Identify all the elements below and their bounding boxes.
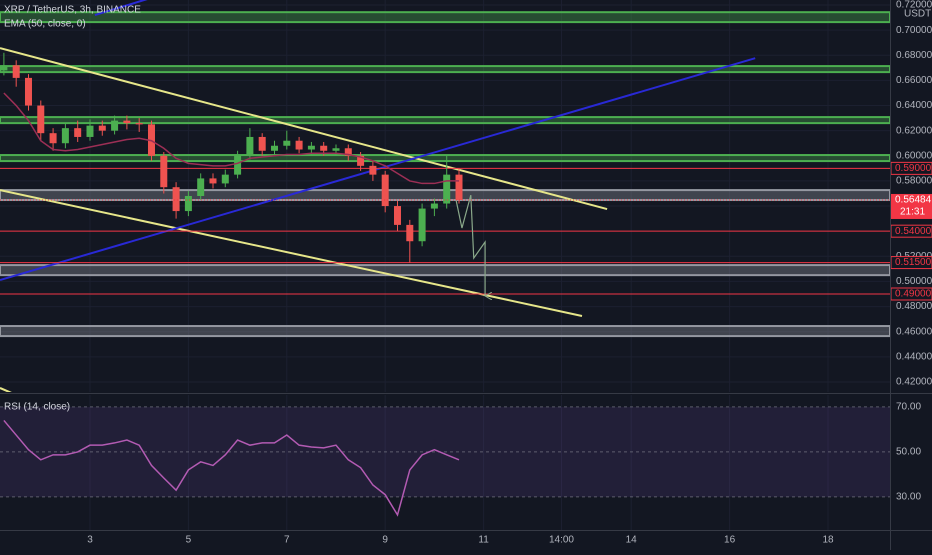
legend-entry: EMA (50, close, 0) — [4, 19, 86, 30]
y-tick-label: 0.62000 — [896, 125, 932, 136]
rsi-pane — [0, 395, 890, 530]
level-label: 0.51500 — [895, 257, 932, 268]
candle-body — [406, 224, 414, 242]
candle-body — [430, 203, 438, 209]
candle-body — [135, 123, 143, 125]
last-price-label: 0.56484 — [895, 195, 932, 206]
candle-body — [320, 145, 328, 151]
x-tick-label: 9 — [382, 535, 388, 546]
candle-body — [123, 120, 131, 124]
x-tick-label: 5 — [186, 535, 192, 546]
candle-body — [381, 174, 389, 207]
x-tick-label: 7 — [284, 535, 290, 546]
candle-body — [369, 165, 377, 175]
zone — [0, 116, 890, 125]
trendline — [0, 47, 608, 211]
y-tick-label: 0.68000 — [896, 50, 932, 61]
projection-path — [455, 194, 485, 296]
y-tick-label: 0.72000 — [896, 0, 932, 11]
y-tick-label: 0.42000 — [896, 377, 932, 388]
y-tick-label: 0.46000 — [896, 326, 932, 337]
rsi-title: RSI (14, close) — [4, 402, 70, 413]
candle-body — [184, 196, 192, 212]
candle-body — [418, 208, 426, 242]
x-tick-label: 11 — [478, 535, 489, 546]
y-tick-label: 0.70000 — [896, 25, 932, 36]
y-tick-label: 0.66000 — [896, 75, 932, 86]
candle-body — [246, 136, 254, 156]
y-tick-label: 0.64000 — [896, 100, 932, 111]
y-tick-label: 0.48000 — [896, 301, 932, 312]
candle-body — [61, 128, 69, 144]
countdown: 21:31 — [900, 207, 925, 218]
candle-body — [160, 155, 168, 188]
last-price-tag — [891, 193, 932, 219]
candle-body — [357, 155, 365, 166]
zone — [0, 325, 890, 338]
zone — [0, 264, 890, 277]
x-tick-label: 14:00 — [549, 535, 574, 546]
x-tick-label: 18 — [822, 535, 834, 546]
axes: 0.420000.440000.460000.480000.500000.520… — [87, 0, 932, 546]
zone — [0, 11, 890, 24]
candle-body — [98, 125, 106, 131]
x-tick-label: 3 — [87, 535, 93, 546]
series-line — [3, 92, 459, 185]
level-label: 0.54000 — [895, 226, 932, 237]
candle-body — [455, 174, 463, 200]
candle-body — [197, 178, 205, 196]
y-tick-label: 0.58000 — [896, 176, 932, 187]
candle-body — [172, 187, 180, 212]
zone — [0, 65, 890, 74]
x-tick-label: 14 — [626, 535, 638, 546]
candle-body — [74, 128, 82, 137]
trendline — [0, 57, 756, 282]
y-tick-label: 50.00 — [896, 447, 921, 458]
level-label: 0.59000 — [895, 163, 932, 174]
candle-body — [332, 148, 340, 151]
candle-body — [393, 206, 401, 225]
candle-body — [283, 140, 291, 146]
candle-body — [270, 145, 278, 151]
candle-body — [258, 136, 266, 151]
zone — [0, 154, 890, 163]
y-tick-label: 0.44000 — [896, 351, 932, 362]
level-label: 0.49000 — [895, 289, 932, 300]
y-tick-label: 0.60000 — [896, 150, 932, 161]
candle-body — [443, 174, 451, 204]
candle-body — [111, 120, 119, 131]
candle-body — [12, 65, 20, 78]
candle-body — [24, 77, 32, 106]
candle-body — [0, 65, 8, 71]
unit-label: USDT — [904, 9, 931, 20]
candle-body — [221, 174, 229, 184]
chart-title: XRP / TetherUS, 3h, BINANCE — [4, 5, 141, 16]
candle-body — [209, 178, 217, 184]
trendline — [0, 387, 12, 392]
candle-body — [295, 140, 303, 150]
y-tick-label: 30.00 — [896, 492, 921, 503]
candle-body — [37, 105, 45, 134]
candle-body — [307, 145, 315, 150]
y-tick-label: 0.50000 — [896, 276, 932, 287]
candle-body — [49, 133, 57, 144]
y-tick-label: 70.00 — [896, 402, 921, 413]
candle-body — [344, 148, 352, 156]
price-pane — [0, 0, 890, 392]
series-line — [3, 419, 460, 517]
candle-body — [234, 155, 242, 175]
candle-body — [86, 125, 94, 137]
x-tick-label: 16 — [724, 535, 736, 546]
trendline — [94, 0, 148, 17]
